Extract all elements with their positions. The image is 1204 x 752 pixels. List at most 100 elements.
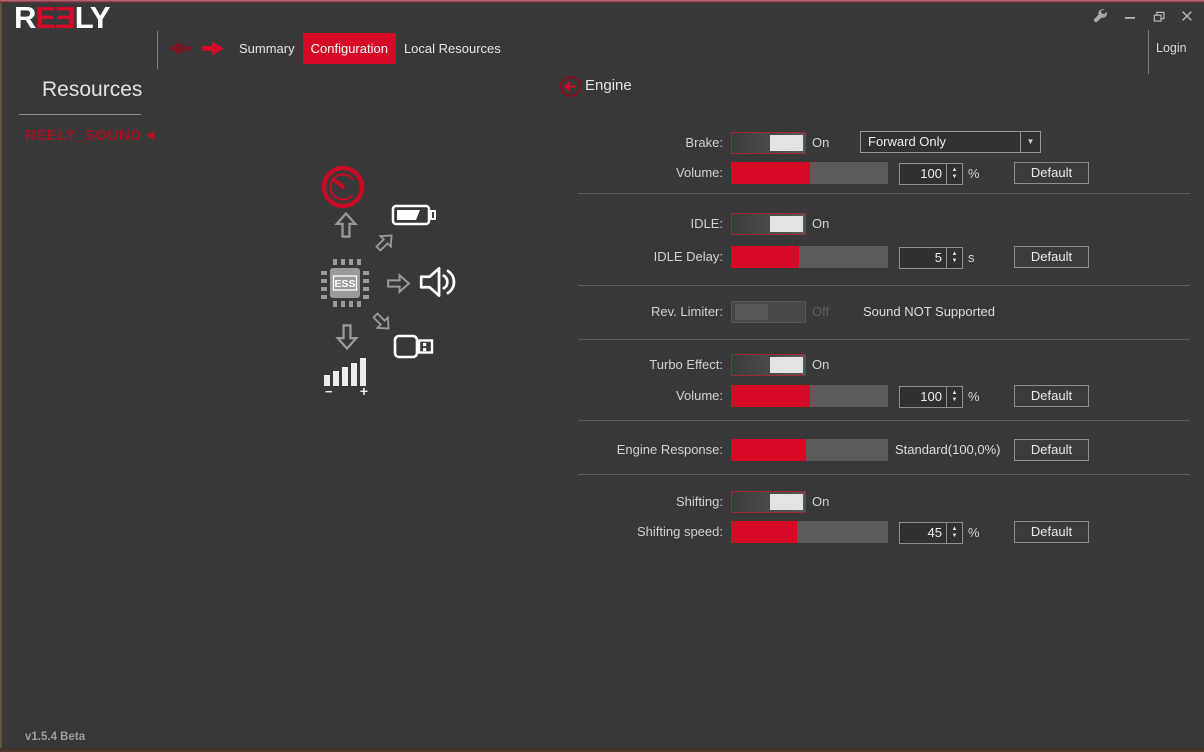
usb-button[interactable] <box>392 331 436 368</box>
idle-label: IDLE: <box>690 216 723 231</box>
spin-up-icon[interactable]: ▲ <box>951 526 958 532</box>
logo-letter: R <box>14 0 36 35</box>
turbo-effect-toggle[interactable] <box>731 354 806 376</box>
volume-bar <box>351 363 357 386</box>
group-divider <box>578 339 1190 340</box>
spin-down-icon[interactable]: ▼ <box>951 397 958 403</box>
brake-volume-spinner[interactable]: 100 ▲ ▼ <box>899 163 963 185</box>
toggle-knob <box>769 494 803 510</box>
toggle-knob <box>769 216 803 232</box>
battery-button[interactable] <box>391 201 437 234</box>
resource-item-label: REELY_SOUND <box>25 127 142 144</box>
volume-bar <box>360 358 366 386</box>
slider-fill <box>731 246 799 268</box>
turbo-volume-spinner[interactable]: 100 ▲ ▼ <box>899 386 963 408</box>
spin-up-icon[interactable]: ▲ <box>951 167 958 173</box>
toggle-knob <box>735 304 768 320</box>
volume-bars-button[interactable]: − + <box>324 358 370 398</box>
volume-bar <box>342 367 348 386</box>
nav-forward-button[interactable] <box>200 39 226 63</box>
engine-response-slider[interactable] <box>731 439 888 461</box>
spin-up-icon[interactable]: ▲ <box>951 251 958 257</box>
shifting-speed-label: Shifting speed: <box>636 524 723 539</box>
turbo-volume-label: Volume: <box>676 388 723 403</box>
slider-fill <box>731 521 797 543</box>
slider-fill <box>731 439 807 461</box>
settings-wrench-button[interactable] <box>1091 7 1109 25</box>
slider-fill <box>731 385 810 407</box>
close-button[interactable] <box>1178 7 1196 25</box>
window-top-border <box>0 0 1204 3</box>
idle-delay-default-button[interactable]: Default <box>1014 246 1089 268</box>
speaker-button[interactable] <box>417 261 459 308</box>
engine-response-default-button[interactable]: Default <box>1014 439 1089 461</box>
back-arrow-icon <box>169 41 191 56</box>
brake-state: On <box>812 135 830 150</box>
volume-bars-icon <box>324 358 370 386</box>
nav-back-button[interactable] <box>167 39 193 63</box>
app-logo: REƎLY <box>14 0 111 35</box>
idle-delay-label: IDLE Delay: <box>653 249 723 264</box>
shifting-speed-spinner[interactable]: 45 ▲ ▼ <box>899 522 963 544</box>
idle-delay-spinner[interactable]: 5 ▲ ▼ <box>899 247 963 269</box>
login-button[interactable]: Login <box>1156 41 1187 55</box>
logo-letter: LY <box>74 0 111 35</box>
spinner-value[interactable]: 5 <box>934 250 942 265</box>
turbo-volume-default-button[interactable]: Default <box>1014 385 1089 407</box>
tab-configuration[interactable]: Configuration <box>302 33 396 64</box>
brake-mode-dropdown[interactable]: Forward Only ▼ <box>860 131 1041 153</box>
volume-minus-icon: − <box>325 384 333 399</box>
turbo-volume-unit: % <box>968 389 980 404</box>
spinner-value[interactable]: 100 <box>920 389 942 404</box>
gauge-button[interactable] <box>320 164 366 215</box>
minimize-icon <box>1125 17 1135 19</box>
spinner-value[interactable]: 45 <box>927 525 942 540</box>
shifting-label: Shifting: <box>676 494 723 509</box>
idle-toggle[interactable] <box>731 213 806 235</box>
volume-bar <box>324 375 330 386</box>
spin-down-icon[interactable]: ▼ <box>951 174 958 180</box>
chip-label: ESS <box>334 278 355 290</box>
shifting-speed-default-button[interactable]: Default <box>1014 521 1089 543</box>
rev-limiter-note: Sound NOT Supported <box>863 304 996 319</box>
group-divider <box>578 285 1190 286</box>
brake-volume-label: Volume: <box>676 165 723 180</box>
shifting-state: On <box>812 494 830 509</box>
toggle-knob <box>769 135 803 151</box>
engine-response-label: Engine Response: <box>616 442 723 457</box>
forward-arrow-icon <box>202 41 224 56</box>
speedometer-icon <box>321 165 365 209</box>
shifting-toggle[interactable] <box>731 491 806 513</box>
resource-item-reely-sound[interactable]: REELY_SOUND ◀ <box>25 127 155 144</box>
brake-volume-slider[interactable] <box>731 162 888 184</box>
brake-toggle[interactable] <box>731 132 806 154</box>
brake-volume-default-button[interactable]: Default <box>1014 162 1089 184</box>
arrow-up-right-icon <box>368 225 402 259</box>
group-divider <box>578 420 1190 421</box>
logo-letter: Ǝ <box>55 0 76 35</box>
spinner-value[interactable]: 100 <box>920 166 942 181</box>
turbo-volume-slider[interactable] <box>731 385 888 407</box>
rev-limiter-state: Off <box>812 304 830 319</box>
restore-button[interactable] <box>1149 7 1167 25</box>
dropdown-arrow-icon[interactable]: ▼ <box>1020 132 1040 152</box>
tab-local-resources[interactable]: Local Resources <box>403 41 501 56</box>
window-bottom-border <box>0 748 1204 752</box>
login-separator <box>1148 30 1149 74</box>
minimize-button[interactable] <box>1121 7 1139 25</box>
idle-delay-slider[interactable] <box>731 246 888 268</box>
shifting-speed-slider[interactable] <box>731 521 888 543</box>
volume-bar <box>333 371 339 386</box>
idle-state: On <box>812 216 830 231</box>
spin-down-icon[interactable]: ▼ <box>951 533 958 539</box>
close-icon <box>1182 11 1192 21</box>
back-circle-icon <box>559 75 582 98</box>
engine-back-button[interactable] <box>559 75 582 103</box>
tab-summary[interactable]: Summary <box>239 41 295 56</box>
nav-separator <box>157 31 158 69</box>
battery-icon <box>391 204 436 226</box>
spin-up-icon[interactable]: ▲ <box>951 390 958 396</box>
ess-chip-button[interactable]: ESS <box>317 255 373 316</box>
ess-chip-icon: ESS <box>321 259 369 307</box>
spin-down-icon[interactable]: ▼ <box>951 258 958 264</box>
